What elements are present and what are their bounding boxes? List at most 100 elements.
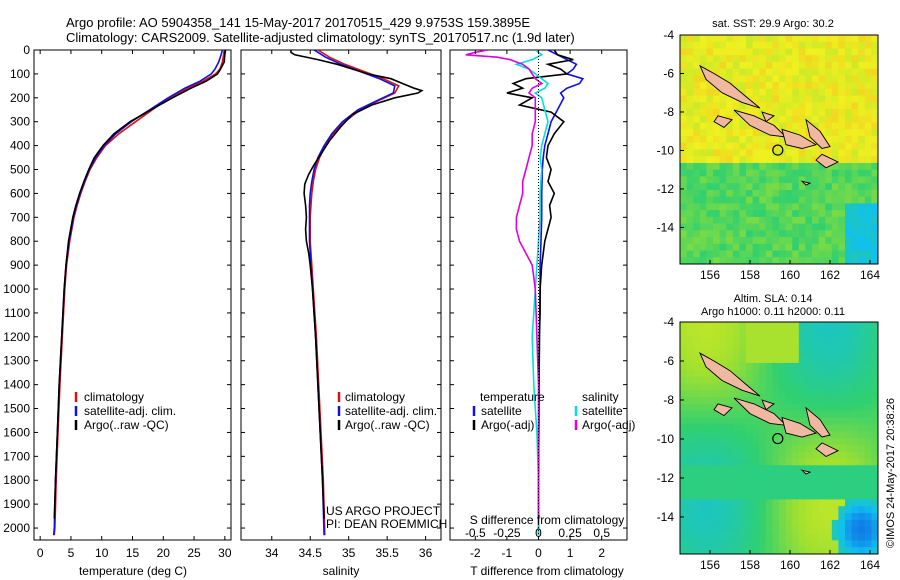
map-cell bbox=[818, 41, 826, 50]
map-x-tick-label: 156 bbox=[700, 558, 720, 572]
map-cell bbox=[693, 499, 701, 507]
map-cell bbox=[739, 417, 747, 425]
map-cell bbox=[693, 526, 701, 535]
map-cell bbox=[805, 356, 813, 364]
map-cell bbox=[792, 196, 800, 204]
map-cell bbox=[699, 397, 707, 405]
map-cell bbox=[785, 506, 793, 514]
map-cell bbox=[686, 129, 694, 137]
map-cell bbox=[713, 109, 721, 117]
map-cell bbox=[732, 485, 740, 494]
map-cell bbox=[752, 189, 760, 198]
map-cell bbox=[798, 55, 806, 63]
map-cell bbox=[851, 257, 859, 264]
map-cell bbox=[759, 203, 767, 211]
map-cell bbox=[772, 472, 780, 480]
map-cell bbox=[713, 499, 721, 507]
map-cell bbox=[686, 328, 694, 337]
map-cell bbox=[798, 403, 806, 412]
map-cell bbox=[739, 349, 747, 357]
map-cell bbox=[726, 109, 734, 117]
map-cell bbox=[851, 196, 859, 204]
map-cell bbox=[699, 196, 707, 204]
map-cell bbox=[851, 417, 859, 425]
map-cell bbox=[831, 526, 839, 535]
map-cell bbox=[752, 48, 760, 56]
map-cell bbox=[746, 451, 754, 460]
map-y-tick-label: -8 bbox=[663, 105, 674, 119]
map-cell bbox=[686, 156, 694, 164]
map-cell bbox=[752, 547, 760, 554]
map-cell bbox=[732, 478, 740, 487]
map-cell bbox=[699, 162, 707, 171]
map-cell bbox=[798, 390, 806, 398]
map-cell bbox=[759, 362, 767, 371]
map-cell bbox=[845, 369, 853, 378]
island bbox=[781, 128, 818, 149]
map-cell bbox=[713, 410, 721, 419]
map-cell bbox=[845, 390, 853, 398]
map-cell bbox=[693, 424, 701, 432]
map-cell bbox=[746, 176, 754, 184]
map-cell bbox=[680, 230, 688, 238]
map-cell bbox=[838, 356, 846, 364]
map-cell bbox=[831, 513, 839, 521]
map-cell bbox=[785, 472, 793, 480]
map-cell bbox=[680, 95, 688, 103]
map-cell bbox=[798, 356, 806, 364]
map-cell bbox=[785, 335, 793, 344]
map-cell bbox=[726, 444, 734, 453]
map-cell bbox=[818, 257, 826, 264]
map-cell bbox=[726, 335, 734, 344]
map-cell bbox=[798, 465, 806, 473]
map-cell bbox=[759, 48, 767, 56]
map-cell bbox=[825, 75, 833, 83]
map-cell bbox=[772, 230, 780, 238]
map-cell bbox=[851, 162, 859, 171]
map-cell bbox=[680, 519, 688, 528]
map-cell bbox=[812, 526, 820, 535]
map-cell bbox=[686, 142, 694, 151]
map-cell bbox=[798, 169, 806, 178]
map-cell bbox=[752, 243, 760, 252]
map-cell bbox=[746, 362, 754, 371]
map-cell bbox=[831, 250, 839, 258]
map-cell bbox=[772, 48, 780, 56]
map-cell bbox=[858, 410, 866, 419]
map-cell bbox=[812, 68, 820, 77]
map-cell bbox=[825, 478, 833, 487]
map-cell bbox=[772, 362, 780, 371]
map-cell bbox=[693, 250, 701, 258]
map-cell bbox=[818, 322, 826, 330]
map-cell bbox=[831, 68, 839, 77]
difference-plot bbox=[465, 50, 585, 540]
map-cell bbox=[699, 142, 707, 151]
map-cell bbox=[765, 492, 773, 501]
map-cell bbox=[713, 243, 721, 252]
map-cell bbox=[785, 109, 793, 117]
map-cell bbox=[693, 349, 701, 357]
map-cell bbox=[858, 136, 866, 144]
map-cell bbox=[845, 35, 853, 43]
map-cell bbox=[680, 243, 688, 252]
map-cell bbox=[752, 540, 760, 548]
map-cell bbox=[825, 397, 833, 405]
map-x-tick-label: 160 bbox=[780, 268, 800, 282]
map-cell bbox=[864, 485, 872, 494]
map-cell bbox=[785, 142, 793, 151]
map-cell bbox=[765, 48, 773, 56]
map-cell bbox=[759, 451, 767, 460]
map-cell bbox=[732, 492, 740, 501]
map-cell bbox=[772, 102, 780, 110]
map-cell bbox=[798, 48, 806, 56]
map-cell bbox=[864, 176, 872, 184]
map-cell bbox=[792, 492, 800, 501]
map-cell bbox=[752, 438, 760, 446]
map-cell bbox=[680, 55, 688, 63]
map-cell bbox=[785, 342, 793, 350]
map-cell bbox=[831, 342, 839, 350]
map-cell bbox=[838, 189, 846, 198]
map-cell bbox=[871, 257, 878, 264]
map-cell bbox=[759, 75, 767, 83]
map-cell bbox=[851, 48, 859, 56]
